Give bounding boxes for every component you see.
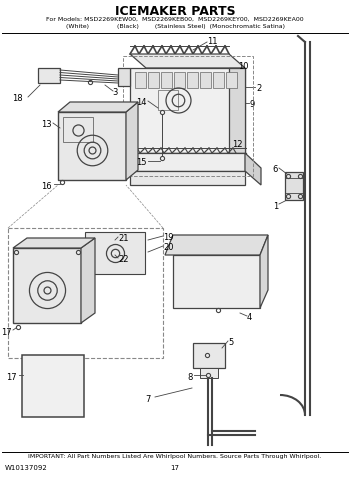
Text: 19: 19: [163, 233, 174, 242]
Text: 1: 1: [273, 202, 278, 211]
Bar: [63, 117, 93, 142]
Polygon shape: [58, 102, 138, 112]
Bar: [161, 72, 172, 88]
Bar: [174, 72, 185, 88]
Polygon shape: [245, 153, 261, 185]
Text: IMPORTANT: All Part Numbers Listed Are Whirlpool Numbers. Source Parts Through W: IMPORTANT: All Part Numbers Listed Are W…: [28, 454, 322, 459]
Text: 7: 7: [145, 395, 150, 404]
Text: 3: 3: [112, 88, 117, 97]
Text: 13: 13: [41, 120, 52, 129]
Polygon shape: [173, 255, 260, 308]
Text: 17: 17: [6, 373, 17, 382]
Bar: [158, 90, 178, 110]
Text: 17: 17: [170, 465, 180, 471]
Text: 20: 20: [163, 243, 174, 252]
Polygon shape: [81, 238, 95, 323]
Bar: [22, 355, 84, 417]
Bar: [13, 248, 81, 323]
Text: 16: 16: [41, 182, 52, 191]
Bar: [213, 72, 224, 88]
Polygon shape: [13, 238, 95, 248]
Bar: [85, 232, 145, 274]
Text: 11: 11: [207, 37, 217, 46]
Text: 18: 18: [12, 94, 23, 103]
Text: 9: 9: [250, 100, 255, 109]
Text: W10137092: W10137092: [5, 465, 48, 471]
Bar: [285, 172, 303, 200]
Bar: [118, 68, 130, 86]
Bar: [8, 228, 163, 358]
Bar: [226, 72, 237, 88]
Text: 15: 15: [136, 158, 147, 167]
Text: (White)              (Black)        (Stainless Steel)  (Monochromatic Satina): (White) (Black) (Stainless Steel) (Monoc…: [65, 24, 285, 29]
Text: 14: 14: [136, 98, 147, 107]
Text: 21: 21: [118, 234, 128, 243]
Text: 22: 22: [118, 255, 128, 264]
Text: For Models: MSD2269KEW00,  MSD2269KEB00,  MSD2269KEY00,  MSD2269KEA00: For Models: MSD2269KEW00, MSD2269KEB00, …: [46, 17, 304, 22]
Text: 5: 5: [228, 338, 233, 347]
Bar: [58, 112, 126, 180]
Bar: [130, 68, 245, 153]
Text: 2: 2: [256, 84, 261, 93]
Bar: [200, 368, 218, 378]
Polygon shape: [165, 235, 268, 255]
Bar: [130, 171, 245, 185]
Bar: [123, 56, 253, 176]
Bar: [130, 153, 245, 171]
Text: 17: 17: [1, 328, 12, 337]
Polygon shape: [229, 68, 245, 153]
Bar: [200, 72, 211, 88]
Text: ICEMAKER PARTS: ICEMAKER PARTS: [115, 5, 235, 18]
Bar: [38, 68, 60, 83]
Polygon shape: [126, 102, 138, 180]
Bar: [135, 72, 146, 88]
Text: 6: 6: [273, 165, 278, 174]
Bar: [148, 72, 159, 88]
Polygon shape: [260, 235, 268, 308]
Text: 10: 10: [238, 62, 248, 71]
Polygon shape: [130, 54, 245, 68]
Text: 8: 8: [188, 373, 193, 382]
Bar: [187, 72, 198, 88]
Bar: [193, 343, 225, 368]
Text: 12: 12: [232, 140, 243, 149]
Text: 4: 4: [247, 313, 252, 322]
